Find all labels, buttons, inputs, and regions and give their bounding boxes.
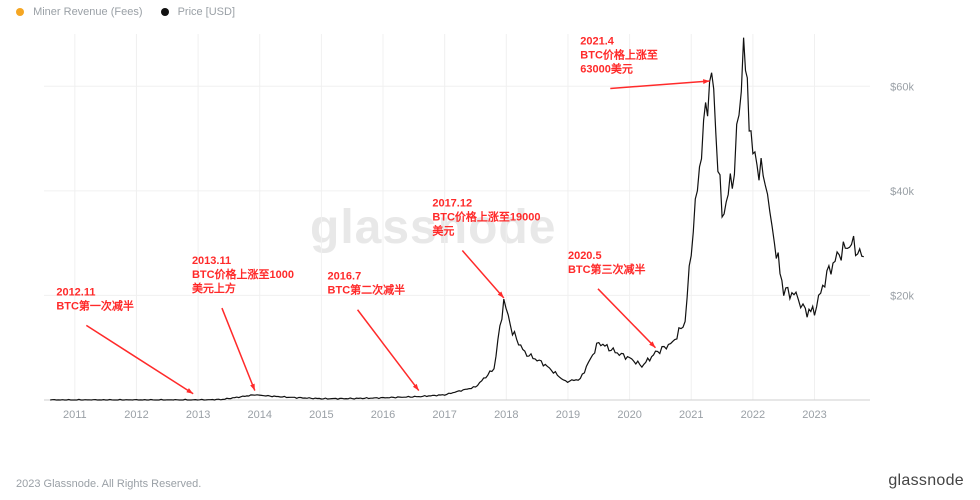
arrowhead-icon [250,384,255,391]
annotation-text: 美元 [432,224,454,238]
y-tick-label: $20k [890,290,914,302]
annotation-arrow-line [610,81,709,88]
x-tick-label: 2020 [617,409,641,421]
annotation-arrow-line [86,325,193,393]
x-tick-label: 2011 [63,409,87,421]
chart-container: Miner Revenue (Fees) Price [USD] glassno… [0,0,980,500]
legend-label: Miner Revenue (Fees) [33,6,142,18]
x-tick-label: 2021 [679,409,703,421]
annotation-text: 2016.7 [328,271,362,283]
x-tick-label: 2019 [556,409,580,421]
x-tick-label: 2022 [741,409,765,421]
annotation-text: 2013.11 [192,255,231,267]
legend-item-price: Price [USD] [161,6,236,18]
annotation-a5: 2020.5BTC第三次减半 [568,250,656,348]
annotation-arrow-line [462,251,504,298]
annotation-a1: 2012.11BTC第一次减半 [56,286,193,393]
annotation-a2: 2013.11BTC价格上涨至1000美元上方 [192,255,294,391]
annotation-arrow-line [358,310,419,391]
annotation-a3: 2016.7BTC第二次减半 [328,271,419,391]
annotation-arrow-line [222,308,255,391]
annotation-text: BTC价格上涨至19000 [432,210,540,224]
legend-item-miner-revenue: Miner Revenue (Fees) [16,6,143,18]
annotation-a4: 2017.12BTC价格上涨至19000美元 [432,198,540,298]
x-tick-label: 2016 [371,409,395,421]
arrowhead-icon [186,388,193,394]
annotation-text: BTC价格上涨至1000 [192,267,294,281]
annotation-text: BTC第三次减半 [568,262,646,276]
copyright: 2023 Glassnode. All Rights Reserved. [16,478,201,490]
annotation-text: 2017.12 [432,198,472,210]
annotation-arrow-line [598,289,656,348]
x-tick-label: 2023 [802,409,826,421]
x-tick-label: 2014 [248,409,272,421]
y-tick-label: $40k [890,186,914,198]
legend-dot-icon [161,8,169,16]
annotation-text: 2020.5 [568,250,602,262]
annotation-text: BTC第一次减半 [56,298,134,312]
x-tick-label: 2013 [186,409,210,421]
annotation-text: 2012.11 [56,286,95,298]
annotation-text: 美元上方 [192,281,236,295]
annotation-text: 2021.4 [580,35,615,47]
annotation-text: BTC价格上涨至 [580,47,658,61]
annotation-text: BTC第二次减半 [328,283,406,297]
brand-logo: glassnode [888,472,964,490]
x-tick-label: 2018 [494,409,518,421]
chart-svg: 2011 2012 2013 2014 2015 2016 2017 2018 2019 2020… [40,28,920,428]
legend-label: Price [USD] [178,6,235,18]
price-chart: 2011 2012 2013 2014 2015 2016 2017 2018 2019 2020… [40,28,920,428]
annotation-a6: 2021.4BTC价格上涨至63000美元 [580,35,709,88]
legend: Miner Revenue (Fees) Price [USD] [16,6,235,18]
legend-dot-icon [16,8,24,16]
y-tick-label: $60k [890,81,914,93]
x-tick-label: 2015 [309,409,333,421]
footer: 2023 Glassnode. All Rights Reserved. gla… [16,472,964,490]
x-tick-label: 2017 [432,409,456,421]
annotation-text: 63000美元 [580,61,633,75]
y-axis: $20k $40k $60k [44,81,914,400]
x-tick-label: 2012 [124,409,148,421]
